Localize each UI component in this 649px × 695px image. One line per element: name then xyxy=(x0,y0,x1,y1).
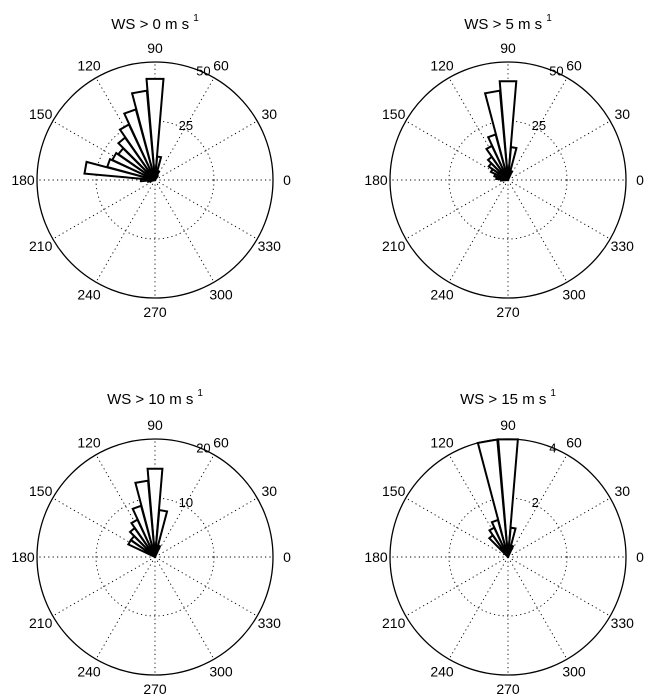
angle-label-240: 240 xyxy=(430,286,454,302)
angle-label-150: 150 xyxy=(29,483,53,499)
angle-label-270: 270 xyxy=(143,304,167,320)
outer-ring xyxy=(36,438,274,676)
angle-label-300: 300 xyxy=(209,663,233,679)
chart-title: WS > 0 m s 1 xyxy=(111,13,199,33)
radial-label-25: 25 xyxy=(179,118,193,133)
angle-label-150: 150 xyxy=(29,106,53,122)
radial-label-25: 25 xyxy=(532,118,546,133)
angle-label-150: 150 xyxy=(382,106,406,122)
radial-label-2: 2 xyxy=(532,495,539,510)
angle-label-120: 120 xyxy=(77,58,101,74)
rose-bar-60 xyxy=(154,174,160,181)
angle-label-300: 300 xyxy=(562,663,586,679)
angle-label-0: 0 xyxy=(636,549,644,565)
angle-label-90: 90 xyxy=(147,40,163,56)
angle-label-120: 120 xyxy=(77,435,101,451)
rose-bar-70 xyxy=(507,544,515,558)
angle-label-60: 60 xyxy=(213,58,229,74)
angle-label-300: 300 xyxy=(562,286,586,302)
angle-label-0: 0 xyxy=(283,172,291,188)
angle-label-90: 90 xyxy=(147,417,163,433)
angle-label-330: 330 xyxy=(258,615,282,631)
angle-label-60: 60 xyxy=(566,435,582,451)
angle-label-180: 180 xyxy=(364,172,388,188)
angle-label-0: 0 xyxy=(283,549,291,565)
angle-label-30: 30 xyxy=(615,106,631,122)
rose-chart-ws-gt-5: WS > 5 m s 1 0 30 60 90 120 150 180 210 240 270 300 3… xyxy=(364,13,644,320)
angle-label-330: 330 xyxy=(258,238,282,254)
chart-title-text: WS > 0 m s xyxy=(111,16,189,33)
chart-title: WS > 5 m s 1 xyxy=(464,13,552,33)
rose-bar-70 xyxy=(507,169,514,181)
radial-label-4: 4 xyxy=(549,441,556,456)
angle-label-120: 120 xyxy=(430,58,454,74)
rose-bar-150 xyxy=(126,538,156,558)
angle-label-210: 210 xyxy=(382,238,406,254)
angle-label-270: 270 xyxy=(143,681,167,695)
rose-bar-180 xyxy=(499,178,509,182)
chart-title-superscript: 1 xyxy=(193,13,199,24)
angle-label-180: 180 xyxy=(11,549,35,565)
angle-label-60: 60 xyxy=(213,435,229,451)
angle-label-30: 30 xyxy=(262,106,278,122)
angle-label-270: 270 xyxy=(496,681,520,695)
angle-label-0: 0 xyxy=(636,172,644,188)
radial-label-10: 10 xyxy=(179,495,193,510)
angle-label-150: 150 xyxy=(382,483,406,499)
angle-label-30: 30 xyxy=(615,483,631,499)
chart-title: WS > 10 m s 1 xyxy=(107,388,203,408)
angle-label-180: 180 xyxy=(364,549,388,565)
chart-title-superscript: 1 xyxy=(546,13,552,24)
angle-label-120: 120 xyxy=(430,435,454,451)
rose-chart-ws-gt-15: WS > 15 m s 1 0 30 60 90 120 150 180 210 240 270 300… xyxy=(364,388,644,695)
rose-chart-ws-gt-10: WS > 10 m s 10306090120150180210240270300… xyxy=(11,388,291,695)
angle-label-330: 330 xyxy=(611,615,635,631)
angle-label-210: 210 xyxy=(382,615,406,631)
chart-title-text: WS > 15 m s xyxy=(460,391,546,408)
angle-label-240: 240 xyxy=(77,663,101,679)
angle-label-300: 300 xyxy=(209,286,233,302)
angle-label-240: 240 xyxy=(430,663,454,679)
rose-bar-170 xyxy=(83,160,156,181)
chart-title-text: WS > 5 m s xyxy=(464,16,542,33)
angle-label-90: 90 xyxy=(500,40,516,56)
angle-label-90: 90 xyxy=(500,417,516,433)
rose-chart-ws-gt-0: WS > 0 m s 1 0 30 60 90 120 150 180 210 240 270 300 3… xyxy=(11,13,291,320)
radial-label-50: 50 xyxy=(196,64,210,79)
angle-label-210: 210 xyxy=(29,615,53,631)
rose-bar-70 xyxy=(154,544,162,558)
radial-label-20: 20 xyxy=(196,441,210,456)
chart-title-superscript: 1 xyxy=(550,388,556,399)
chart-title: WS > 15 m s 1 xyxy=(460,388,556,408)
outer-ring xyxy=(389,61,627,299)
angle-label-60: 60 xyxy=(566,58,582,74)
radial-label-50: 50 xyxy=(549,64,563,79)
angle-label-240: 240 xyxy=(77,286,101,302)
angle-label-30: 30 xyxy=(262,483,278,499)
rose-bar-190 xyxy=(146,179,156,184)
angle-label-270: 270 xyxy=(496,304,520,320)
angle-label-180: 180 xyxy=(11,172,35,188)
angle-label-210: 210 xyxy=(29,238,53,254)
chart-title-text: WS > 10 m s xyxy=(107,391,193,408)
chart-title-superscript: 1 xyxy=(197,388,203,399)
outer-ring xyxy=(36,61,274,299)
rose-bar-130 xyxy=(487,533,509,558)
angle-label-330: 330 xyxy=(611,238,635,254)
